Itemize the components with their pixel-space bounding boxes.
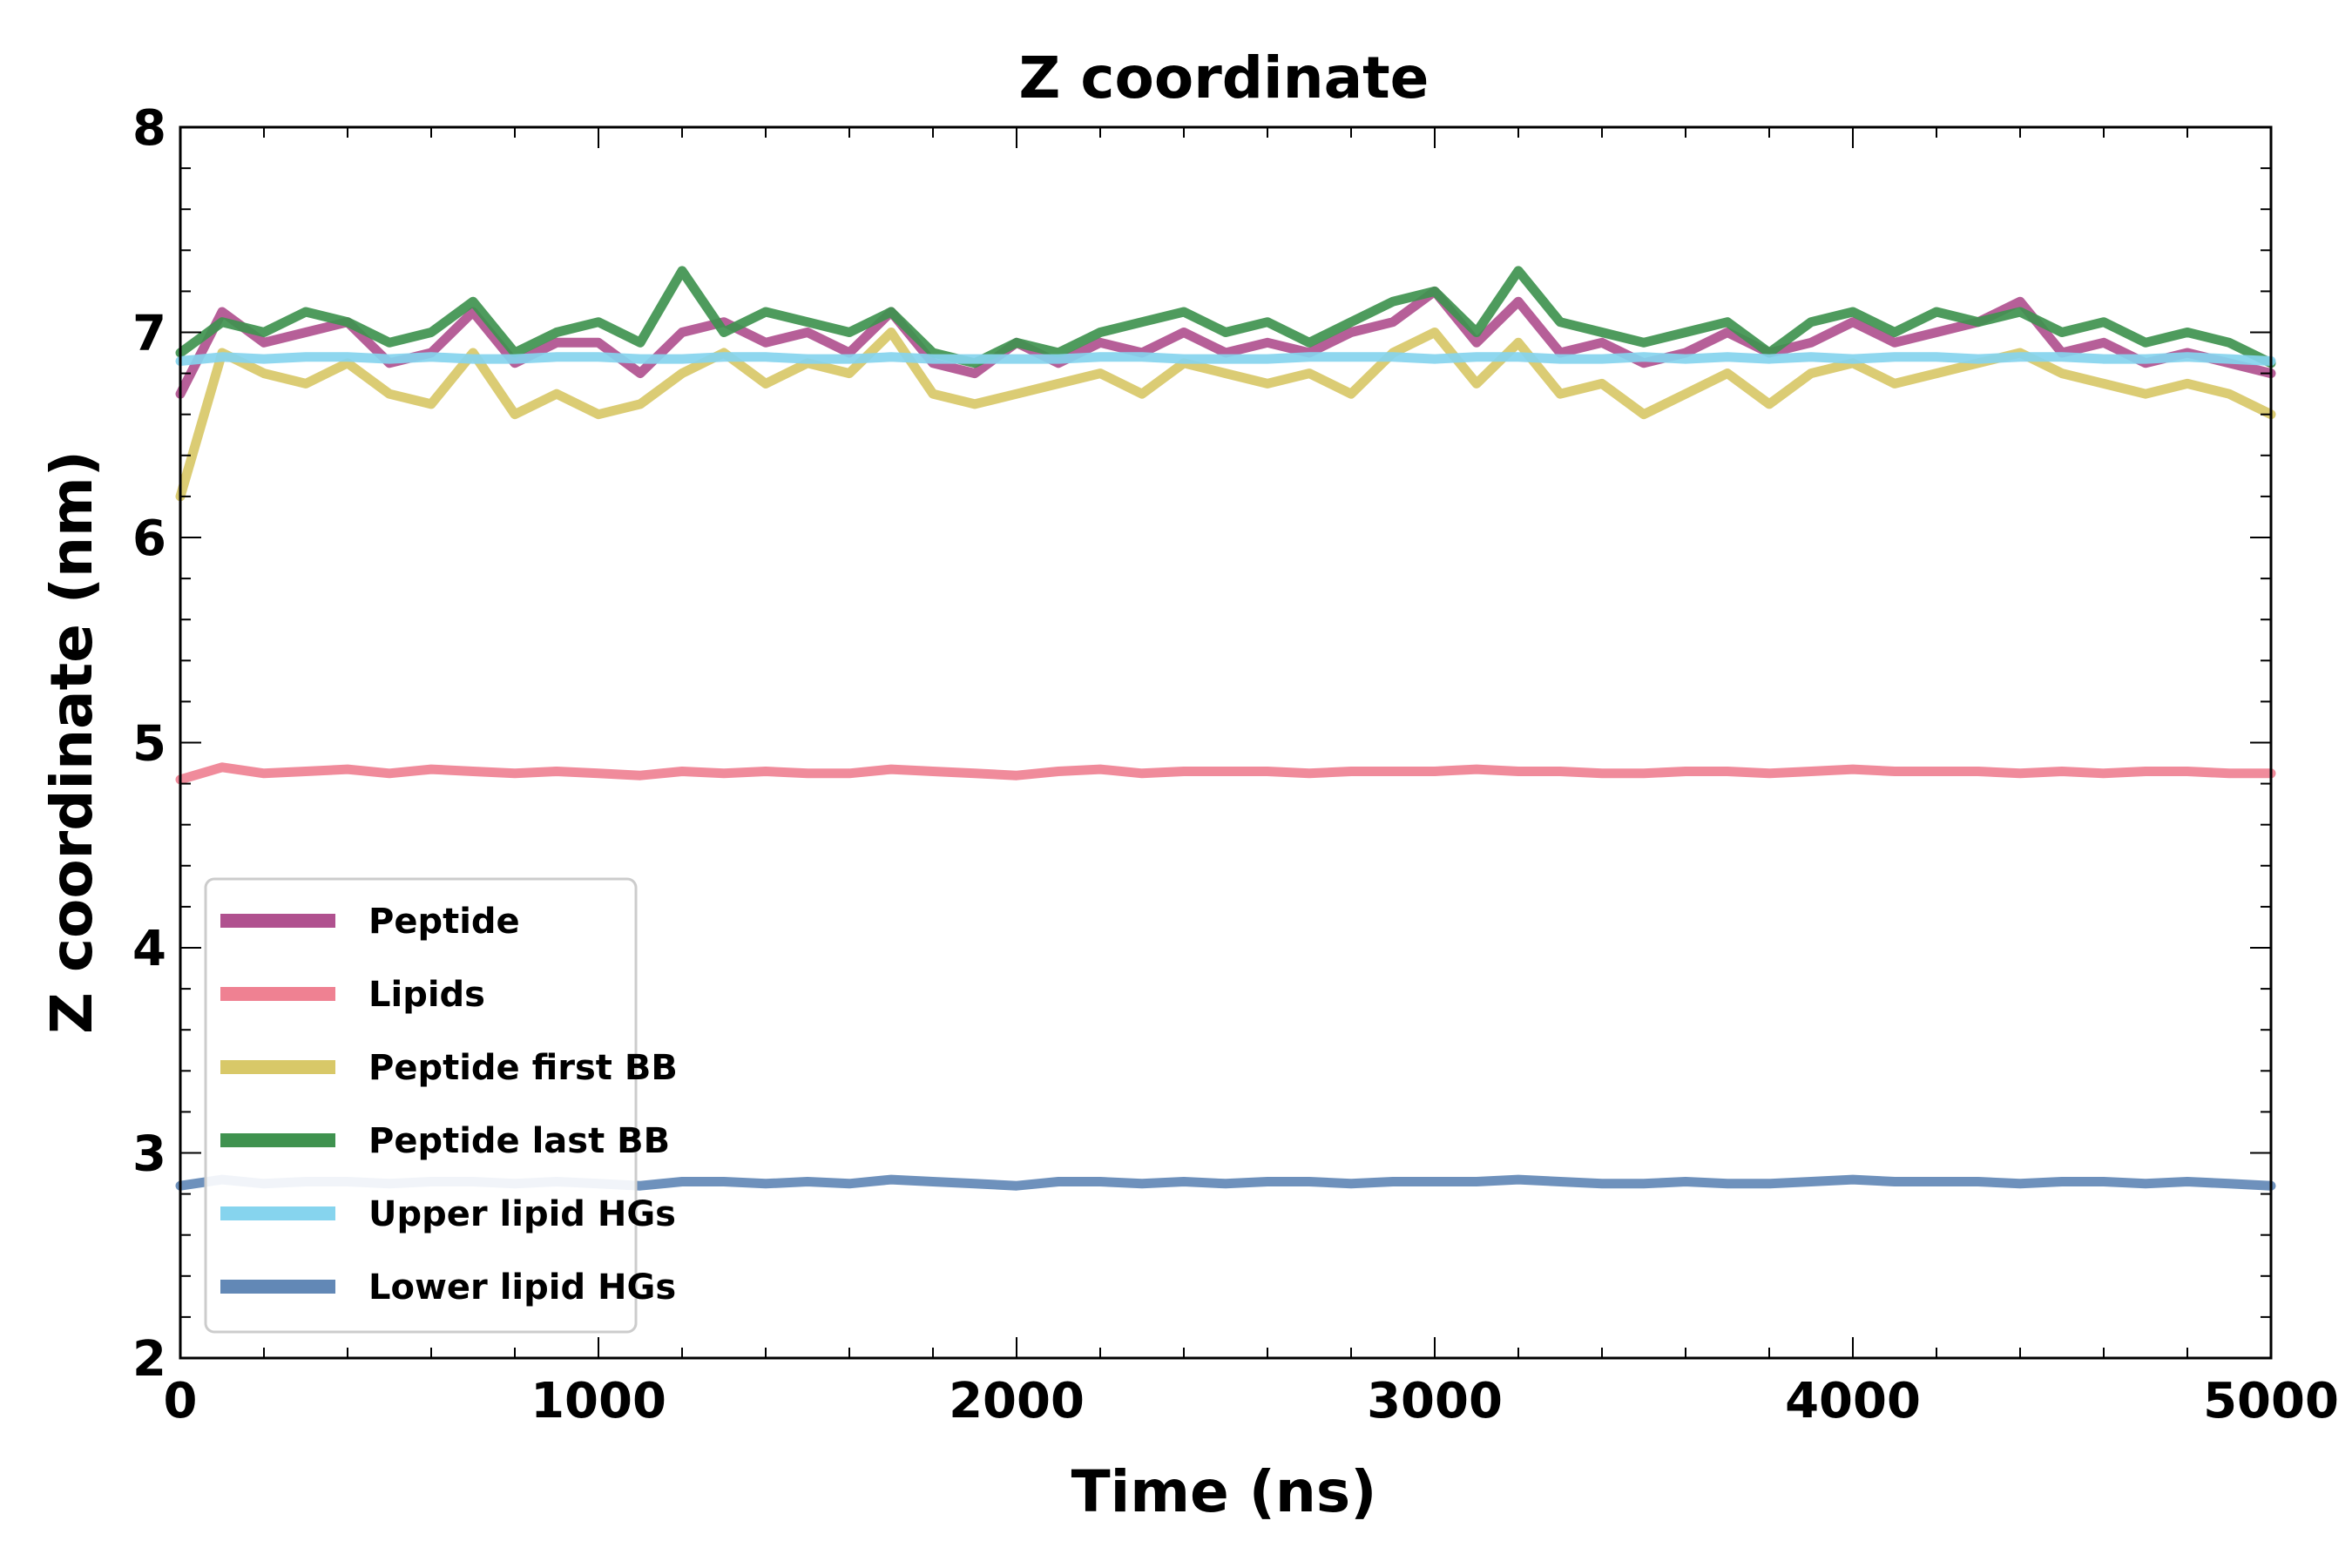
- x-tick-label: 2000: [949, 1373, 1085, 1429]
- y-tick-label: 5: [132, 716, 166, 773]
- x-tick-label: 1000: [531, 1373, 666, 1429]
- chart-title: Z coordinate: [1019, 44, 1429, 112]
- series-line-5: [175, 352, 2276, 366]
- legend-label: Upper lipid HGs: [368, 1194, 676, 1234]
- y-tick-label: 7: [132, 306, 166, 362]
- x-tick-label: 4000: [1785, 1373, 1921, 1429]
- legend-label: Lipids: [368, 975, 485, 1015]
- y-tick-label: 8: [132, 100, 166, 157]
- x-tick-label: 5000: [2203, 1373, 2339, 1429]
- series-line-4: [175, 266, 2276, 368]
- legend-box: [204, 877, 638, 1334]
- tick-layer: 0 1000 2000 3000 4000 5000 2 3 4 5 6 7 8: [132, 100, 2339, 1429]
- series-line-2: [175, 762, 2276, 785]
- x-tick-label: 3000: [1367, 1373, 1503, 1429]
- series-layer: [175, 266, 2276, 1191]
- series-line-3: [175, 328, 2276, 502]
- plot-frame: [179, 125, 2273, 1360]
- y-tick-label: 2: [132, 1331, 166, 1388]
- x-tick-label: 0: [164, 1373, 198, 1429]
- y-tick-label: 3: [132, 1126, 166, 1183]
- y-tick-label: 4: [132, 921, 166, 977]
- y-axis-label: Z coordinate (nm): [38, 450, 105, 1034]
- legend: Peptide Lipids Peptide first BB Peptide las…: [204, 877, 678, 1334]
- legend-label: Peptide: [368, 902, 520, 942]
- legend-label: Peptide first BB: [368, 1048, 678, 1088]
- x-axis-label: Time (ns): [1071, 1458, 1377, 1525]
- legend-label: Lower lipid HGs: [368, 1267, 676, 1308]
- legend-label: Peptide last BB: [368, 1121, 670, 1161]
- y-tick-label: 6: [132, 510, 166, 567]
